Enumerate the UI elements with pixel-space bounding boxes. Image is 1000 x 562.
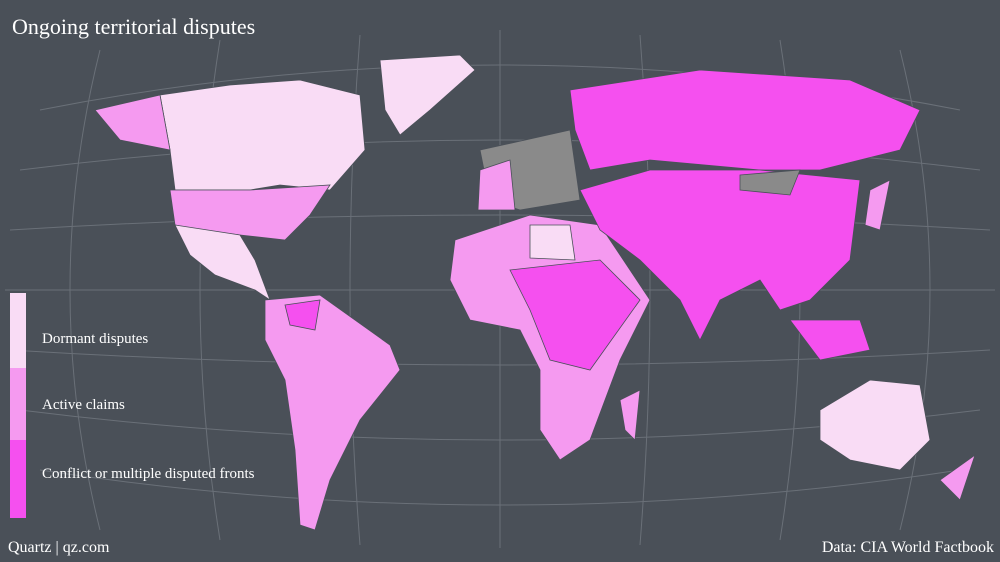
new-zealand: [939, 453, 976, 501]
australia: [819, 379, 931, 471]
legend-label: Dormant disputes: [42, 331, 148, 347]
legend-swatch: [10, 440, 26, 518]
legend-swatch: [10, 368, 26, 440]
europe-west: [477, 159, 516, 211]
japan: [864, 179, 891, 231]
se-asia-islands: [789, 319, 871, 361]
central-africa: [509, 259, 641, 371]
greenland: [379, 54, 476, 136]
canada: [159, 79, 366, 191]
south-america: [264, 294, 401, 531]
countries: [94, 54, 976, 531]
legend: Dormant disputes Active claims Conflict …: [10, 293, 255, 518]
source: Data: CIA World Factbook: [822, 539, 994, 556]
venezuela: [284, 299, 321, 331]
credit: Quartz | qz.com: [8, 539, 110, 556]
madagascar: [619, 389, 641, 441]
mongolia: [739, 169, 801, 196]
title: Ongoing territorial disputes: [12, 14, 255, 39]
legend-label: Active claims: [42, 397, 125, 413]
legend-label: Conflict or multiple disputed fronts: [42, 466, 255, 482]
alaska: [94, 94, 171, 151]
russia: [569, 69, 921, 171]
mexico: [174, 224, 271, 302]
libya: [529, 224, 576, 261]
legend-swatch: [10, 293, 26, 368]
